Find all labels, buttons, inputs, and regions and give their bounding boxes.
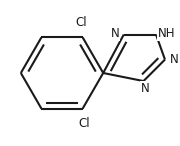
Text: N: N [111, 27, 119, 40]
Text: Cl: Cl [75, 16, 87, 29]
Text: N: N [141, 82, 150, 95]
Text: N: N [169, 53, 178, 66]
Text: NH: NH [158, 27, 175, 40]
Text: Cl: Cl [79, 117, 90, 130]
